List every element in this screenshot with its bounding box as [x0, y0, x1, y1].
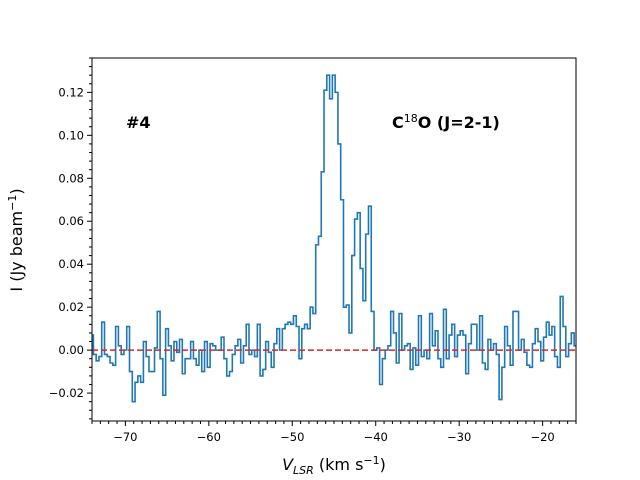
annotation-source-id: #4 — [126, 113, 151, 132]
annotation-line-prefix: C — [392, 113, 404, 132]
x-axis-title: VLSR (km s−1) — [282, 454, 386, 477]
x-tick-label: −30 — [447, 430, 471, 444]
x-tick-label: −20 — [530, 430, 554, 444]
y-tick-label: 0.00 — [58, 343, 84, 357]
y-tick-label: −0.02 — [49, 386, 84, 400]
x-tick-label: −60 — [197, 430, 221, 444]
annotation-line-superscript: 18 — [404, 112, 418, 125]
x-axis-title-unit-superscript: −1 — [363, 454, 379, 467]
x-tick-label: −50 — [280, 430, 304, 444]
y-axis-title-close: ) — [7, 188, 26, 194]
y-axis-title-superscript: −1 — [6, 195, 19, 211]
y-tick-label: 0.04 — [58, 257, 84, 271]
y-tick-label: 0.06 — [58, 214, 84, 228]
y-axis-title: I (Jy beam−1) — [6, 188, 26, 291]
annotation-line-suffix: O (J=2-1) — [418, 113, 500, 132]
plot-marks — [92, 74, 576, 403]
x-axis-title-unit-close: ) — [380, 455, 386, 474]
y-tick-label: 0.02 — [58, 300, 84, 314]
y-tick-label: 0.08 — [58, 171, 84, 185]
x-tick-label: −40 — [364, 430, 388, 444]
y-axis-title-main: I (Jy beam — [7, 211, 26, 292]
y-tick-label: 0.10 — [58, 128, 84, 142]
y-tick-label: 0.12 — [58, 85, 84, 99]
annotation-transition: C18O (J=2-1) — [392, 112, 500, 132]
x-axis-title-unit: (km s — [314, 455, 364, 474]
x-axis-title-subscript: LSR — [293, 464, 314, 477]
axis-ticks: −70 −60 −50 −40 −30 −20 −0.02 0.00 0.02 0.04 0.06 0… — [49, 57, 577, 444]
x-axis-title-main: V — [282, 455, 294, 474]
x-tick-label: −70 — [113, 430, 137, 444]
series-line-spectrum — [92, 74, 576, 403]
